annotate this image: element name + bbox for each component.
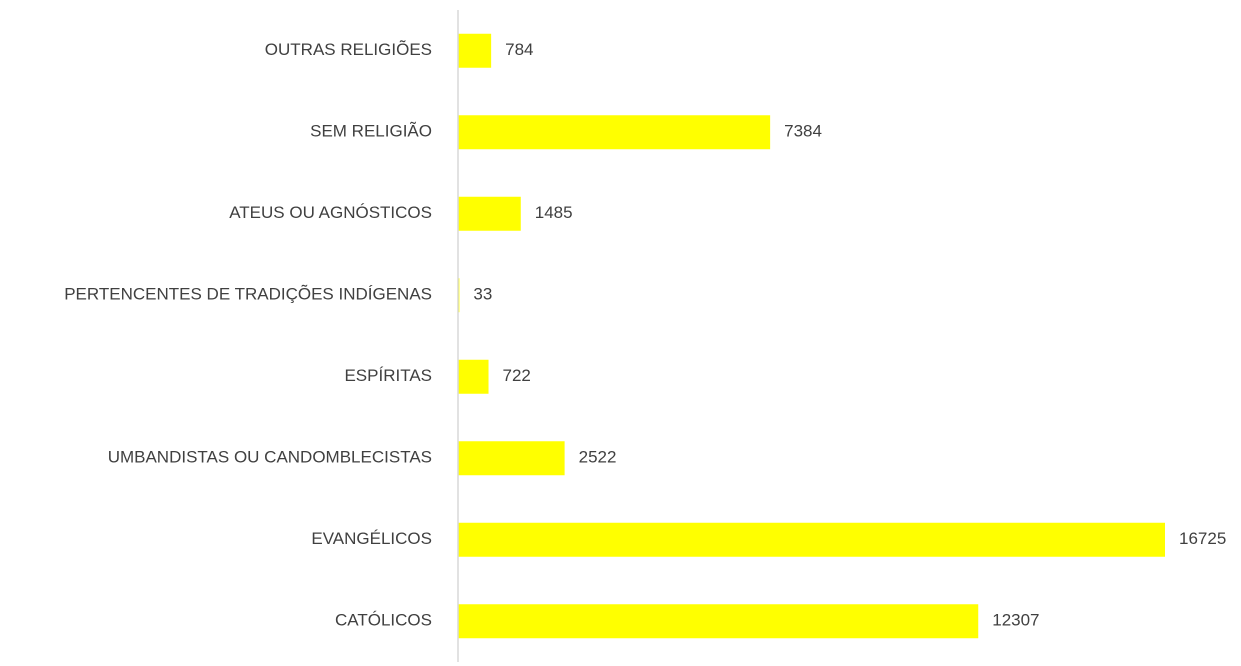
value-label: 33 xyxy=(473,285,492,304)
value-label: 16725 xyxy=(1179,529,1226,548)
category-label: CATÓLICOS xyxy=(335,611,432,630)
bar xyxy=(458,196,521,231)
value-label: 1485 xyxy=(535,203,573,222)
category-label: EVANGÉLICOS xyxy=(311,529,432,548)
category-label: OUTRAS RELIGIÕES xyxy=(265,40,432,59)
value-label: 784 xyxy=(505,40,533,59)
bar xyxy=(458,441,565,476)
bar xyxy=(458,522,1165,557)
bar xyxy=(458,359,489,394)
value-label: 722 xyxy=(503,366,531,385)
category-label: UMBANDISTAS OU CANDOMBLECISTAS xyxy=(108,448,432,467)
bar xyxy=(458,115,771,150)
category-label: SEM RELIGIÃO xyxy=(310,122,432,141)
value-label: 12307 xyxy=(992,611,1039,630)
bar xyxy=(458,33,492,68)
value-label: 2522 xyxy=(579,448,617,467)
value-label: 7384 xyxy=(784,122,822,141)
bar xyxy=(458,604,979,639)
category-label: ATEUS OU AGNÓSTICOS xyxy=(229,203,432,222)
category-label: ESPÍRITAS xyxy=(344,366,432,385)
category-label: PERTENCENTES DE TRADIÇÕES INDÍGENAS xyxy=(64,285,432,304)
